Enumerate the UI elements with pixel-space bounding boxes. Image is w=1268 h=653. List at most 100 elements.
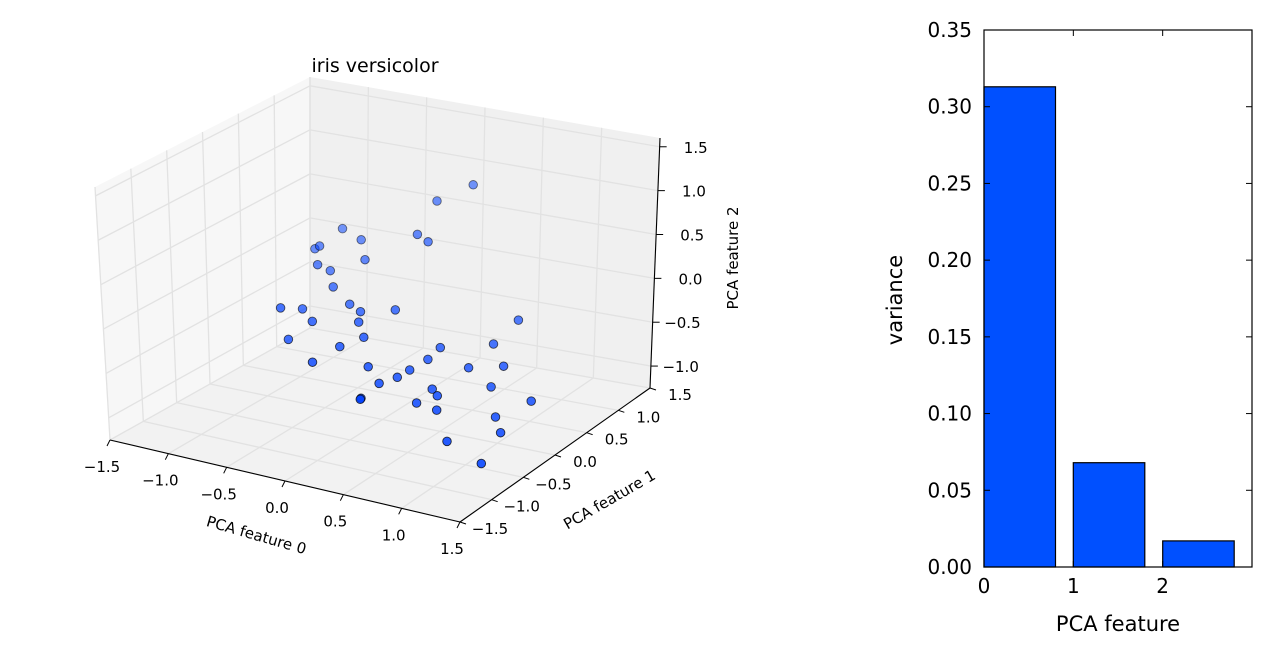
grid-line-z [108, 305, 311, 419]
x-tick-label: 1.5 [440, 540, 464, 558]
x-tick-mark [281, 480, 286, 488]
scatter-point [476, 458, 487, 469]
x-tick-mark [398, 508, 403, 515]
scatter-point [344, 299, 355, 309]
x-tick-label: 0.0 [265, 499, 289, 517]
z-tick-label: 0.5 [680, 226, 704, 244]
chart-title: iris versicolor [311, 55, 438, 77]
z-tick-label: −1.0 [662, 358, 698, 376]
y-tick-mark [523, 476, 530, 480]
x-tick-label: 1 [1067, 574, 1080, 598]
scatter-point [423, 354, 433, 365]
bar-chart: 0.00 0.05 0.10 0.15 0.20 0.25 0.30 0.35 0 1 2 PCA … [883, 18, 1253, 636]
scatter-point [359, 332, 369, 343]
x-tick-mark [456, 521, 461, 529]
z-tick-label: 0.0 [679, 270, 703, 288]
scatter-point [363, 362, 373, 372]
grid-line-z [97, 129, 311, 241]
grid-line-y [166, 150, 178, 403]
y-tick-label: 0.30 [927, 95, 972, 119]
grid-line-y [201, 131, 211, 385]
scatter-point [435, 342, 446, 353]
bar-x-axis-label: PCA feature [1056, 612, 1180, 636]
scatter-point [307, 316, 318, 327]
scatter-point [356, 235, 366, 245]
z-tick-label: 1.0 [682, 183, 706, 201]
y-tick-label: 0.15 [927, 325, 972, 349]
grid-line-y [276, 346, 619, 411]
grid-line-x [479, 107, 486, 359]
grid-line-z [100, 173, 311, 286]
x-tick-mark [223, 467, 228, 474]
scatter-point [337, 223, 348, 234]
scatter-points [275, 180, 536, 469]
grid-line-z [309, 85, 660, 148]
grid-line-z [105, 261, 311, 374]
x-tick-label: 1.0 [382, 526, 406, 544]
x-axis-label: PCA feature 0 [204, 512, 308, 558]
scatter-point [468, 180, 478, 190]
scatter-point [411, 398, 422, 408]
grid-line-x [536, 117, 544, 369]
z-tick-label: 1.5 [684, 139, 708, 157]
y-tick-label: 0.0 [573, 453, 597, 471]
y-tick-label: 0.10 [927, 402, 972, 426]
bar-axis-ticks: 0.00 0.05 0.10 0.15 0.20 0.25 0.30 0.35 0 1 2 [927, 18, 1252, 598]
scatter-point [513, 315, 524, 325]
scatter-3d-plot: −1.5−1.0−0.50.00.51.01.5−1.5−1.0−0.50.00… [84, 55, 742, 558]
scatter-point [353, 317, 364, 327]
tick-labels: −1.5−1.0−0.50.00.51.01.5−1.5−1.0−0.50.00… [84, 139, 708, 558]
y-tick-mark [586, 432, 593, 436]
scatter-point [355, 394, 366, 405]
left-pane [95, 77, 310, 440]
y-tick-label: 1.0 [636, 408, 660, 426]
scatter-point [432, 196, 442, 206]
z-axis-label: PCA feature 2 [724, 206, 742, 309]
scatter-point [486, 382, 496, 392]
y-tick-label: −1.0 [503, 498, 539, 516]
bar [1072, 462, 1146, 568]
y-tick-mark [491, 499, 498, 503]
scatter-point [442, 436, 452, 447]
scatter-point [498, 361, 509, 371]
grid-line-z [95, 85, 311, 197]
scatter-point [432, 391, 443, 401]
scatter-point [335, 341, 345, 352]
scatter-point [328, 282, 338, 292]
grid-line-y [237, 113, 244, 366]
x-tick-label: 0.5 [323, 513, 347, 531]
y-tick-label: 0.5 [605, 431, 629, 449]
x-tick-label: −0.5 [200, 485, 236, 503]
bar-y-axis-label: variance [883, 255, 907, 345]
scatter-point [275, 303, 286, 313]
scatter-point [423, 237, 433, 247]
grid-line-y [209, 383, 556, 456]
scatter-point [490, 412, 501, 422]
bar [1162, 540, 1235, 568]
scatter-point [325, 265, 336, 276]
grid-line-y [176, 402, 524, 478]
x-tick-mark [339, 494, 344, 501]
bars [983, 86, 1235, 568]
z-axis-line [649, 137, 661, 389]
x-tick-mark [106, 439, 111, 447]
scatter-point [390, 305, 401, 315]
y-tick-label: 0.20 [927, 248, 972, 272]
y-tick-mark [459, 521, 467, 525]
scatter-point [314, 241, 325, 251]
scatter-point [355, 306, 366, 317]
grid-line-y [143, 420, 492, 501]
y-tick-label: −0.5 [535, 475, 571, 493]
scatter-point [488, 339, 499, 349]
y-tick-label: 0.00 [927, 555, 972, 579]
x-tick-label: −1.5 [84, 458, 120, 476]
scatter-point [283, 334, 294, 345]
scatter-point [526, 396, 536, 406]
y-tick-label: 0.05 [927, 478, 972, 502]
scatter-point [374, 378, 384, 389]
x-tick-mark [164, 453, 169, 460]
y-axis-label: PCA feature 1 [560, 466, 658, 533]
grid-line-z [309, 261, 653, 323]
grid-line-y [130, 168, 144, 422]
y-tick-mark [554, 454, 562, 458]
